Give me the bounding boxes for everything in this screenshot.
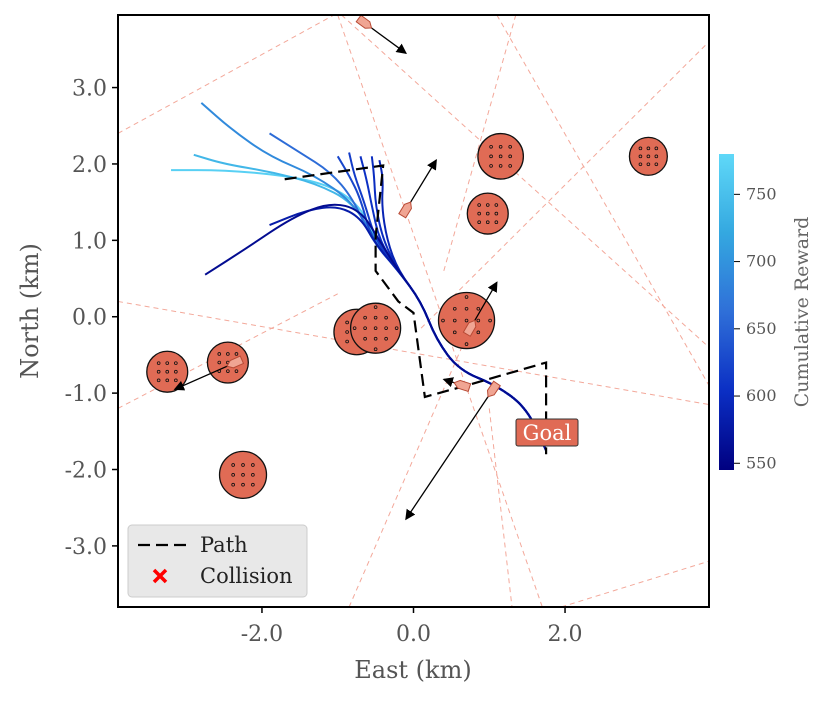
- sensor-line: [496, 15, 709, 386]
- goal-box: [515, 418, 579, 447]
- vessel: [398, 159, 437, 219]
- sensor-line: [341, 15, 709, 348]
- sensor-line: [561, 560, 709, 607]
- sensor-line: [118, 300, 709, 406]
- sensor-line: [420, 41, 709, 329]
- y-tick-label: -2.0: [65, 459, 107, 484]
- x-axis: -2.0 0.0 2.0: [241, 607, 583, 647]
- obstacle: [437, 291, 496, 350]
- path-line: [284, 164, 548, 455]
- obstacle: [628, 136, 668, 176]
- plot-background: [118, 15, 709, 607]
- x-tick-label: 2.0: [548, 622, 583, 647]
- vessel: [462, 281, 498, 337]
- x-axis-label: East (km): [354, 656, 471, 684]
- vessel: [355, 15, 407, 54]
- colorbar-tick-label: 650: [746, 319, 777, 338]
- y-tick-label: -3.0: [65, 535, 107, 560]
- y-tick-label: 2.0: [72, 153, 107, 178]
- sensor-line: [348, 301, 483, 607]
- vessel: [173, 355, 245, 391]
- legend-collision-swatch: [152, 568, 168, 584]
- legend-collision-label: Collision: [200, 564, 293, 588]
- obstacle: [218, 450, 268, 499]
- vessels: [173, 15, 501, 521]
- legend: Path Collision: [127, 524, 308, 598]
- colorbar-ticks: 550 600 650 700 750: [734, 184, 777, 472]
- obstacle: [477, 132, 525, 180]
- y-axis: 3.0 2.0 1.0 0.0 -1.0 -2.0 -3.0: [65, 77, 118, 560]
- colorbar-tick-label: 600: [746, 386, 777, 405]
- vessel: [442, 377, 472, 393]
- trajectory-line: [204, 203, 548, 451]
- colorbar-gradient: [719, 154, 734, 470]
- legend-path-label: Path: [200, 533, 248, 557]
- colorbar-tick-label: 700: [746, 252, 777, 271]
- colorbar-tick-label: 550: [746, 453, 777, 472]
- goal-marker: Goal: [515, 418, 579, 447]
- x-tick-label: 0.0: [396, 622, 431, 647]
- sensor-line: [488, 408, 513, 607]
- y-axis-label: North (km): [16, 243, 44, 379]
- obstacles: [146, 132, 668, 499]
- colorbar-label: Cumulative Reward: [791, 217, 813, 408]
- sensor-lines: [118, 15, 709, 607]
- vessel: [405, 380, 501, 521]
- y-tick-label: 3.0: [72, 77, 107, 102]
- y-tick-label: 1.0: [72, 229, 107, 254]
- y-tick-label: 0.0: [72, 306, 107, 331]
- colorbar-tick-label: 750: [746, 184, 777, 203]
- y-tick-label: -1.0: [65, 382, 107, 407]
- legend-box: [127, 524, 308, 598]
- x-tick-label: -2.0: [241, 622, 283, 647]
- obstacle: [466, 192, 509, 235]
- goal-label: Goal: [523, 421, 572, 445]
- colorbar: 550 600 650 700 750 Cumulative Reward: [719, 154, 813, 472]
- path-layer: [284, 164, 548, 455]
- obstacle: [349, 302, 402, 354]
